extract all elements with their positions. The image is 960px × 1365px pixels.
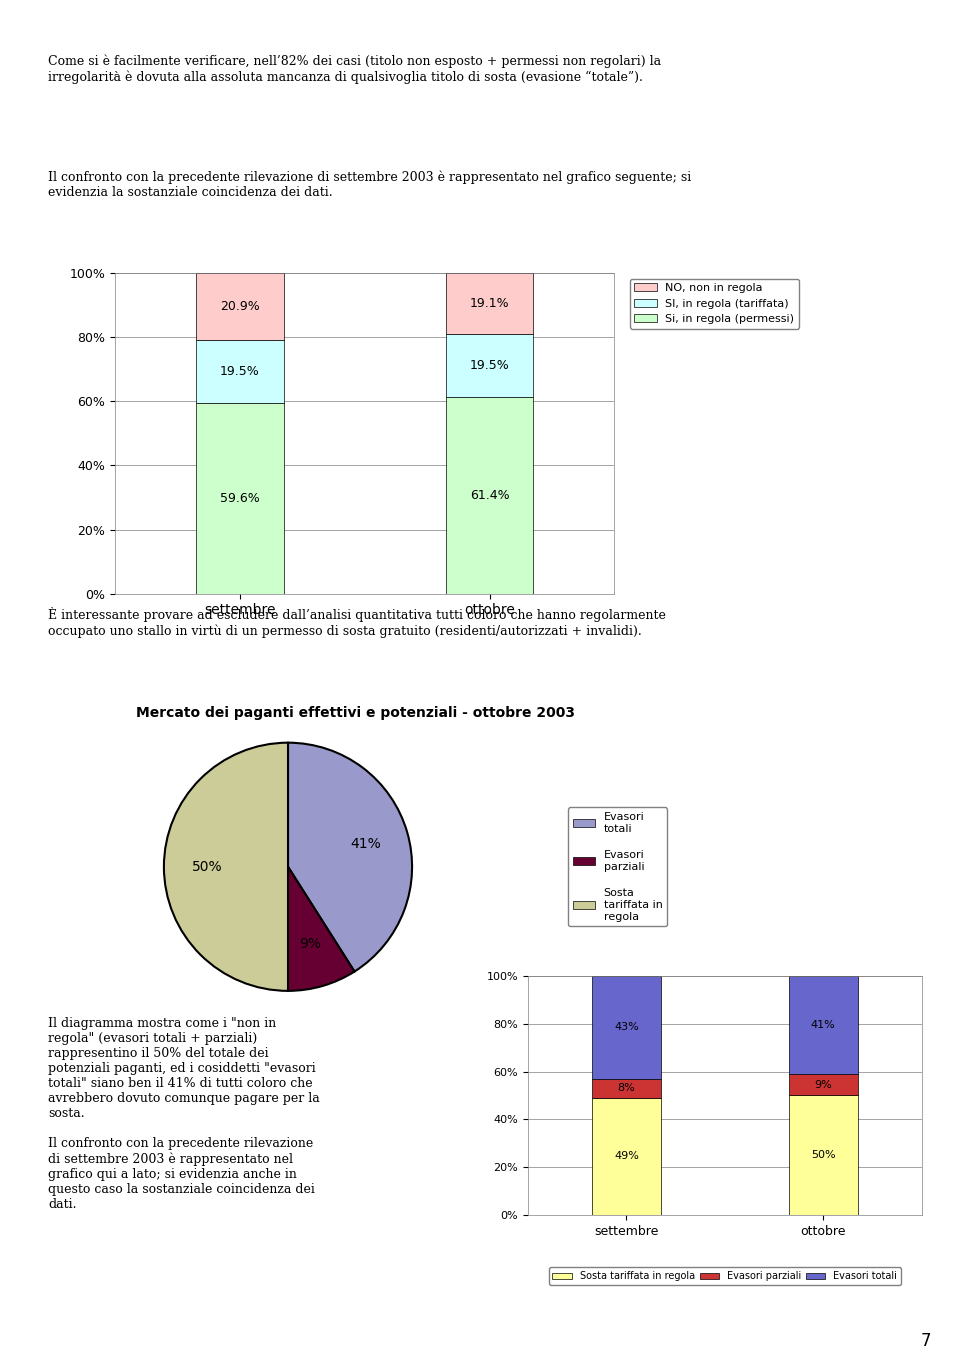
- Bar: [445, 273, 534, 334]
- Legend: Evasori
totali, Evasori
parziali, Sosta
tariffata in
regola: Evasori totali, Evasori parziali, Sosta …: [568, 808, 667, 925]
- Text: 7: 7: [921, 1332, 931, 1350]
- Wedge shape: [288, 743, 412, 972]
- Bar: [445, 397, 534, 594]
- Text: 49%: 49%: [614, 1151, 638, 1162]
- Text: 50%: 50%: [811, 1151, 835, 1160]
- Legend: NO, non in regola, SI, in regola (tariffata), Si, in regola (permessi): NO, non in regola, SI, in regola (tariff…: [630, 278, 799, 329]
- Text: 8%: 8%: [617, 1084, 636, 1093]
- Text: Il diagramma mostra come i "non in
regola" (evasori totali + parziali)
rappresen: Il diagramma mostra come i "non in regol…: [48, 1017, 320, 1211]
- Text: 19.1%: 19.1%: [469, 298, 510, 310]
- Bar: [592, 1097, 660, 1215]
- Text: 41%: 41%: [811, 1020, 835, 1031]
- Text: È interessante provare ad escludere dall’analisi quantitativa tutti coloro che h: È interessante provare ad escludere dall…: [48, 607, 666, 637]
- Text: 61.4%: 61.4%: [469, 489, 510, 502]
- Text: 9%: 9%: [300, 938, 322, 951]
- Bar: [445, 334, 534, 397]
- Bar: [789, 1095, 857, 1215]
- Text: 59.6%: 59.6%: [220, 491, 260, 505]
- Text: 50%: 50%: [192, 860, 223, 874]
- Bar: [592, 976, 660, 1078]
- Text: Come si è facilmente verificare, nell’82% dei casi (titolo non esposto + permess: Come si è facilmente verificare, nell’82…: [48, 55, 661, 83]
- Bar: [789, 1074, 857, 1095]
- Text: Il confronto con la precedente rilevazione di settembre 2003 è rappresentato nel: Il confronto con la precedente rilevazio…: [48, 171, 691, 199]
- Text: 19.5%: 19.5%: [469, 359, 510, 373]
- Text: 9%: 9%: [814, 1080, 832, 1089]
- Text: 43%: 43%: [614, 1022, 638, 1032]
- Legend: Sosta tariffata in regola, Evasori parziali, Evasori totali: Sosta tariffata in regola, Evasori parzi…: [548, 1268, 901, 1286]
- Text: 41%: 41%: [350, 837, 381, 852]
- Bar: [196, 403, 284, 594]
- Bar: [789, 976, 857, 1074]
- Wedge shape: [164, 743, 288, 991]
- Bar: [592, 1078, 660, 1097]
- Bar: [196, 273, 284, 340]
- Bar: [196, 340, 284, 403]
- Text: 20.9%: 20.9%: [220, 300, 260, 313]
- Text: Mercato dei paganti effettivi e potenziali - ottobre 2003: Mercato dei paganti effettivi e potenzia…: [135, 706, 575, 719]
- Text: 19.5%: 19.5%: [220, 364, 260, 378]
- Wedge shape: [288, 867, 354, 991]
